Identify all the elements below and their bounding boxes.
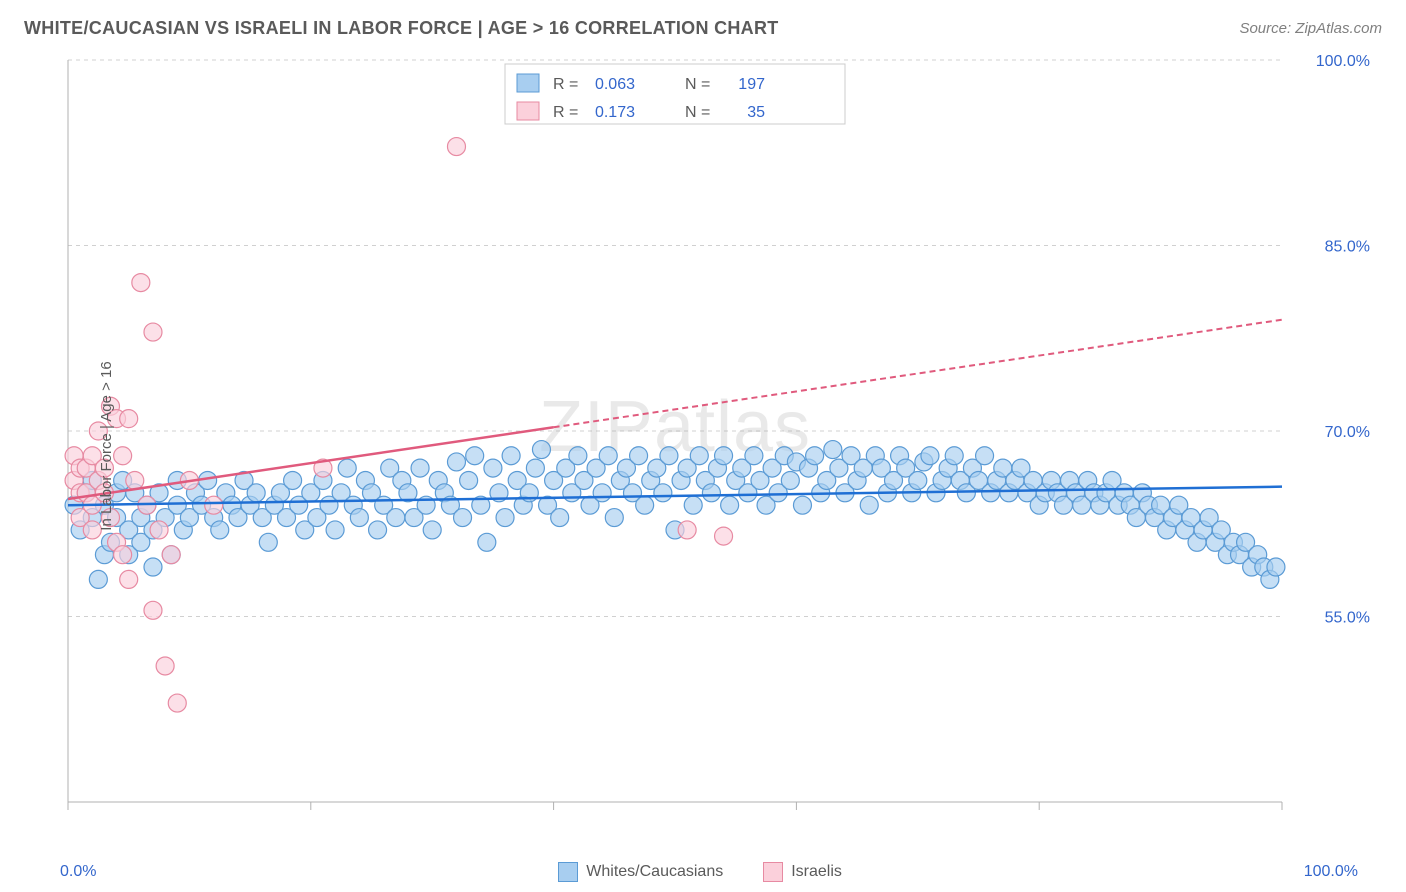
legend-r-value: 0.063: [595, 76, 635, 93]
data-point: [636, 496, 654, 514]
legend-swatch: [558, 862, 578, 882]
data-point: [909, 471, 927, 489]
data-point: [114, 546, 132, 564]
data-point: [89, 570, 107, 588]
data-point: [526, 459, 544, 477]
data-point: [599, 447, 617, 465]
data-point: [484, 459, 502, 477]
y-tick-label: 55.0%: [1325, 610, 1370, 627]
data-point: [496, 509, 514, 527]
y-tick-label: 100.0%: [1316, 53, 1370, 70]
data-point: [678, 521, 696, 539]
data-point: [369, 521, 387, 539]
data-point: [684, 496, 702, 514]
data-point: [976, 447, 994, 465]
data-point: [447, 138, 465, 156]
data-point: [156, 657, 174, 675]
series-legend-item: Israelis: [763, 862, 842, 882]
legend-swatch: [517, 102, 539, 120]
data-point: [921, 447, 939, 465]
correlation-scatter-chart: 55.0%70.0%85.0%100.0%ZIPatlasR =0.063N =…: [24, 52, 1382, 832]
data-point: [247, 484, 265, 502]
data-point: [690, 447, 708, 465]
data-point: [350, 509, 368, 527]
data-point: [478, 533, 496, 551]
y-tick-label: 70.0%: [1325, 424, 1370, 441]
data-point: [144, 323, 162, 341]
data-point: [150, 521, 168, 539]
data-point: [660, 447, 678, 465]
data-point: [284, 471, 302, 489]
data-point: [338, 459, 356, 477]
data-point: [945, 447, 963, 465]
data-point: [387, 509, 405, 527]
legend-n-value: 35: [747, 104, 765, 121]
data-point: [454, 509, 472, 527]
data-point: [423, 521, 441, 539]
data-point: [114, 447, 132, 465]
legend-label: Whites/Caucasians: [586, 863, 723, 881]
data-point: [447, 453, 465, 471]
legend-r-value: 0.173: [595, 104, 635, 121]
data-point: [120, 570, 138, 588]
data-point: [569, 447, 587, 465]
data-point: [126, 471, 144, 489]
data-point: [715, 527, 733, 545]
data-point: [144, 601, 162, 619]
y-tick-label: 85.0%: [1325, 239, 1370, 256]
data-point: [532, 441, 550, 459]
legend-n-value: 197: [738, 76, 765, 93]
data-point: [593, 484, 611, 502]
data-point: [654, 484, 672, 502]
data-point: [605, 509, 623, 527]
data-point: [721, 496, 739, 514]
data-point: [824, 441, 842, 459]
data-point: [1267, 558, 1285, 576]
series-legend-item: Whites/Caucasians: [558, 862, 723, 882]
legend-swatch: [763, 862, 783, 882]
source-label: Source: ZipAtlas.com: [1239, 20, 1382, 37]
data-point: [144, 558, 162, 576]
data-point: [259, 533, 277, 551]
x-axis-min-label: 0.0%: [60, 863, 96, 881]
data-point: [745, 447, 763, 465]
legend-n-label: N =: [685, 104, 710, 121]
bottom-legend: 0.0% Whites/Caucasians Israelis 100.0%: [0, 862, 1406, 882]
data-point: [205, 496, 223, 514]
data-point: [806, 447, 824, 465]
legend-label: Israelis: [791, 863, 842, 881]
data-point: [168, 694, 186, 712]
data-point: [793, 496, 811, 514]
x-axis-max-label: 100.0%: [1304, 863, 1358, 881]
data-point: [132, 274, 150, 292]
y-axis-label: In Labor Force | Age > 16: [98, 361, 115, 530]
data-point: [860, 496, 878, 514]
legend-r-label: R =: [553, 76, 578, 93]
data-point: [411, 459, 429, 477]
data-point: [702, 484, 720, 502]
data-point: [715, 447, 733, 465]
data-point: [781, 471, 799, 489]
data-point: [630, 447, 648, 465]
data-point: [502, 447, 520, 465]
data-point: [551, 509, 569, 527]
trend-line-extrapolated: [554, 320, 1282, 428]
data-point: [211, 521, 229, 539]
legend-swatch: [517, 74, 539, 92]
data-point: [466, 447, 484, 465]
legend-r-label: R =: [553, 104, 578, 121]
data-point: [326, 521, 344, 539]
data-point: [120, 410, 138, 428]
data-point: [460, 471, 478, 489]
chart-title: WHITE/CAUCASIAN VS ISRAELI IN LABOR FORC…: [24, 18, 779, 39]
data-point: [162, 546, 180, 564]
legend-n-label: N =: [685, 76, 710, 93]
